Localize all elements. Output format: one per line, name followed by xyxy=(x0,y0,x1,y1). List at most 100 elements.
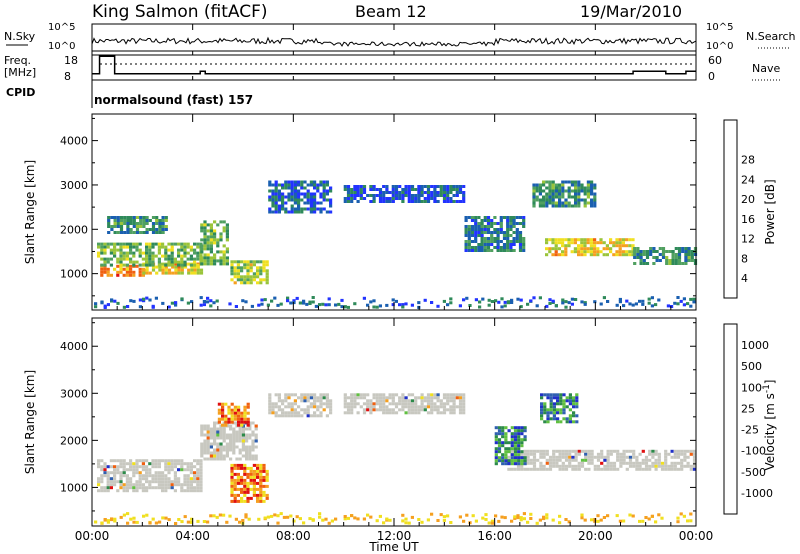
cell-r4 xyxy=(545,449,549,453)
cell-r4 xyxy=(209,256,213,260)
cell-r8 xyxy=(546,393,550,397)
cell-r2 xyxy=(100,251,104,255)
cell-r3 xyxy=(446,402,450,406)
cell-r3 xyxy=(151,222,156,225)
cell-r4 xyxy=(564,452,569,456)
cell-r1 xyxy=(222,454,226,458)
cell-r1 xyxy=(232,436,236,440)
cell-r6 xyxy=(268,210,272,214)
cell-r11 xyxy=(542,183,546,187)
cell-r9 xyxy=(586,247,590,251)
cell-r6 xyxy=(313,201,317,205)
cell-r5 xyxy=(246,272,250,276)
cell-near xyxy=(241,299,245,303)
cell-r6 xyxy=(277,210,281,214)
cell-near xyxy=(666,304,670,308)
cell-r10 xyxy=(681,262,685,265)
cell-r2 xyxy=(309,393,313,397)
cell-r11 xyxy=(580,183,584,187)
cell-near xyxy=(558,514,562,518)
cell-near xyxy=(244,513,248,517)
cell-r8 xyxy=(464,234,468,237)
cell-r4 xyxy=(686,464,690,468)
cell-r7 xyxy=(504,441,508,445)
cell-r9 xyxy=(580,250,584,254)
cell-r11 xyxy=(545,204,549,208)
cell-r1 xyxy=(222,448,226,452)
cell-r0 xyxy=(109,483,113,487)
cell-r7 xyxy=(350,200,354,203)
cell-r8 xyxy=(568,414,572,418)
cell-r2 xyxy=(189,248,193,252)
cell-r7 xyxy=(359,194,363,197)
cell-r10 xyxy=(684,262,688,265)
cell-r4 xyxy=(532,458,537,462)
cell-r8 xyxy=(493,216,497,219)
cell-r8 xyxy=(502,231,507,234)
cell-r2 xyxy=(170,260,174,264)
cell-r8 xyxy=(568,396,572,400)
cell-r0 xyxy=(97,459,101,463)
cell-near xyxy=(500,305,504,309)
cell-r1 xyxy=(219,451,223,455)
cell-r8 xyxy=(486,243,491,246)
cell-near xyxy=(513,515,517,519)
cell-near xyxy=(490,519,494,523)
cell-r4 xyxy=(632,461,636,465)
cell-r3 xyxy=(382,405,386,409)
cell-r8 xyxy=(572,411,576,415)
cell-r8 xyxy=(483,249,487,252)
cell-r6 xyxy=(293,195,297,199)
cell-near xyxy=(260,302,264,306)
cell-r4 xyxy=(667,467,671,471)
cell-r4 xyxy=(571,458,575,462)
cell-near xyxy=(394,299,398,303)
cell-r11 xyxy=(570,204,574,208)
cell-near xyxy=(276,303,280,307)
cell-r3 xyxy=(458,408,463,412)
colorbar-tick-label: 8 xyxy=(741,252,748,265)
cell-r8 xyxy=(540,411,544,415)
cell-r7 xyxy=(497,444,502,448)
cell-r3 xyxy=(353,399,357,403)
cell-r10 xyxy=(684,247,688,250)
cell-r3 xyxy=(161,222,165,225)
cell-r3 xyxy=(356,393,360,397)
cell-near xyxy=(94,520,98,524)
cell-r6 xyxy=(230,408,234,412)
cell-r1 xyxy=(225,433,229,437)
cell-r3 xyxy=(145,228,149,231)
cell-r2 xyxy=(313,414,317,418)
cell-r6 xyxy=(309,207,313,211)
cell-r0 xyxy=(141,273,145,277)
cell-r8 xyxy=(572,399,576,403)
velocity-ylabel: Slant Range [km] xyxy=(23,370,37,474)
cell-r7 xyxy=(513,432,518,436)
cell-near xyxy=(372,299,376,303)
cell-r2 xyxy=(122,251,126,255)
cell-r6 xyxy=(293,189,297,193)
cell-r10 xyxy=(639,250,643,253)
cell-r4 xyxy=(222,220,226,224)
cell-near xyxy=(561,301,565,305)
cell-r8 xyxy=(556,408,560,412)
cell-r9 xyxy=(570,250,574,254)
cell-r11 xyxy=(567,192,571,196)
cell-r8 xyxy=(467,240,471,243)
cell-r1 xyxy=(251,442,255,446)
cell-r4 xyxy=(628,458,633,462)
cell-r9 xyxy=(631,250,635,254)
cell-r7 xyxy=(375,194,379,197)
cell-r0 xyxy=(193,477,197,481)
cell-r8 xyxy=(515,228,519,231)
cell-r1 xyxy=(225,445,229,449)
cell-near xyxy=(548,298,552,302)
cell-r1 xyxy=(203,448,207,452)
cell-r6 xyxy=(290,204,294,208)
cell-r7 xyxy=(359,191,363,194)
cell-r7 xyxy=(420,185,424,188)
cell-r1 xyxy=(213,448,217,452)
cell-r3 xyxy=(410,411,415,415)
cell-r4 xyxy=(596,458,601,462)
